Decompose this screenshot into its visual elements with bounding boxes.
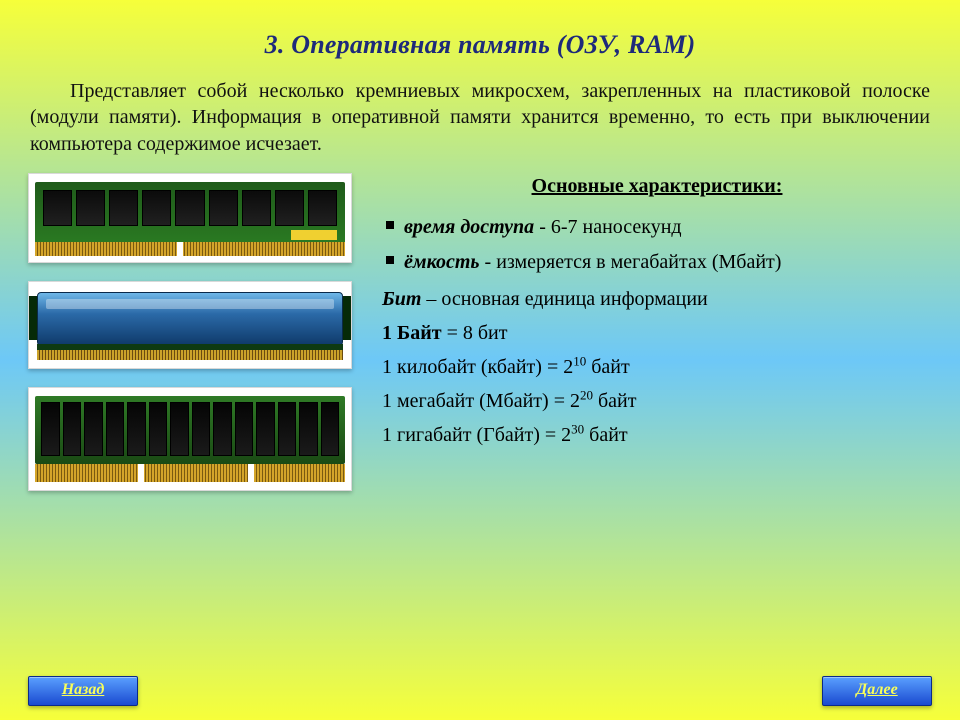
bit-definition: Бит – основная единица информации bbox=[382, 284, 932, 315]
char-access-time: время доступа - 6-7 наносекунд bbox=[382, 212, 932, 243]
ram-module-ddr-icon bbox=[28, 173, 352, 263]
intro-paragraph: Представляет собой несколько кремниевых … bbox=[30, 78, 930, 157]
ram-module-rdram-icon bbox=[28, 281, 352, 369]
content-row: Основные характеристики: время доступа -… bbox=[28, 169, 932, 491]
characteristics-heading: Основные характеристики: bbox=[382, 171, 932, 202]
unit-line: 1 мегабайт (Мбайт) = 220 байт bbox=[382, 386, 932, 417]
char-capacity-label: ёмкость bbox=[404, 251, 480, 273]
char-capacity: ёмкость - измеряется в мегабайтах (Мбайт… bbox=[382, 247, 932, 278]
unit-line: 1 килобайт (кбайт) = 210 байт bbox=[382, 352, 932, 383]
characteristics-list: время доступа - 6-7 наносекунд ёмкость -… bbox=[382, 212, 932, 278]
unit-line: 1 Байт = 8 бит bbox=[382, 318, 932, 349]
ram-module-sdram-icon bbox=[28, 387, 352, 491]
char-access-label: время доступа bbox=[404, 216, 534, 238]
next-button[interactable]: Далее bbox=[822, 676, 932, 706]
slide: 3. Оперативная память (ОЗУ, RAM) Предста… bbox=[0, 0, 960, 720]
char-access-value: - 6-7 наносекунд bbox=[534, 216, 681, 238]
slide-title: 3. Оперативная память (ОЗУ, RAM) bbox=[28, 30, 932, 60]
ram-illustrations bbox=[28, 169, 360, 491]
unit-conversions: 1 Байт = 8 бит1 килобайт (кбайт) = 210 б… bbox=[382, 318, 932, 451]
char-capacity-value: - измеряется в мегабайтах (Мбайт) bbox=[480, 251, 782, 273]
back-button[interactable]: Назад bbox=[28, 676, 138, 706]
unit-line: 1 гигабайт (Гбайт) = 230 байт bbox=[382, 420, 932, 451]
bit-term: Бит bbox=[382, 288, 421, 310]
characteristics-column: Основные характеристики: время доступа -… bbox=[382, 169, 932, 491]
bit-rest: – основная единица информации bbox=[421, 288, 707, 310]
